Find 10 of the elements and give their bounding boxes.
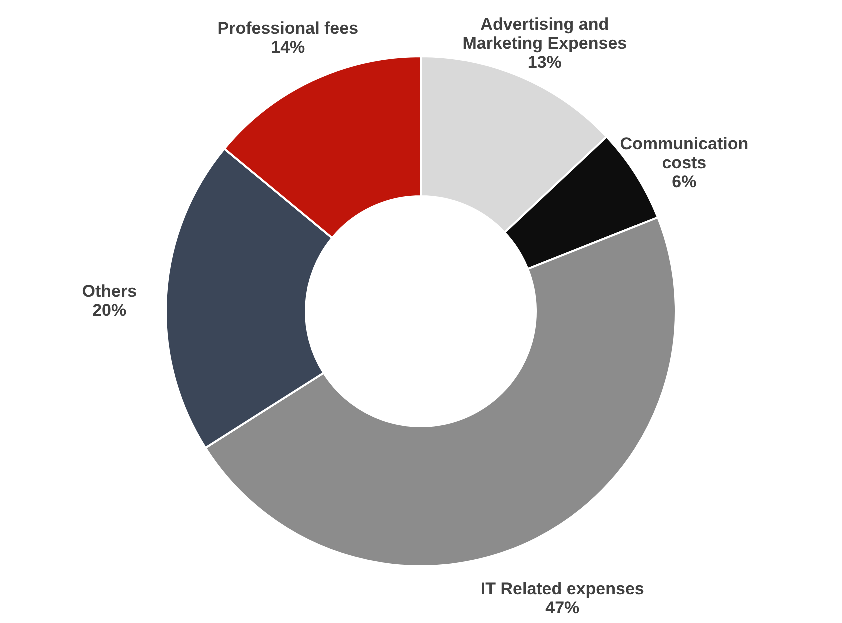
slice-label: Advertising and Marketing Expenses <box>462 15 628 54</box>
data-label: 14% <box>271 38 306 58</box>
slice-label: Professional fees <box>218 19 359 38</box>
slice-label: IT Related expenses <box>480 579 644 598</box>
slice-label: Others <box>82 282 138 301</box>
data-label: 47% <box>546 598 580 618</box>
data-label: 6% <box>672 172 697 192</box>
data-label: 20% <box>92 300 127 320</box>
slice-label: Communication costs <box>620 134 749 172</box>
data-label: 13% <box>528 53 562 72</box>
